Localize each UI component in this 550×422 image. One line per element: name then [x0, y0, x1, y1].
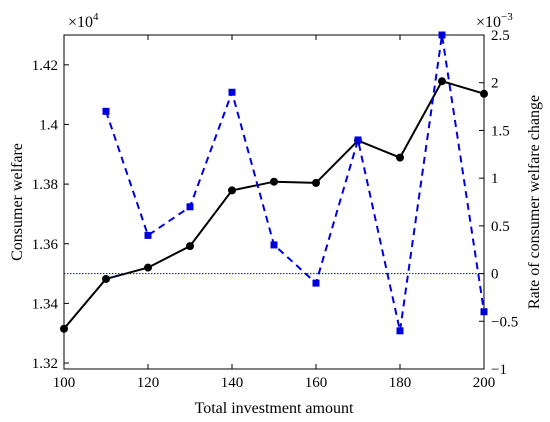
x-tick-label: 160: [305, 375, 328, 391]
x-tick-label: 200: [473, 375, 496, 391]
x-tick-label: 100: [53, 375, 76, 391]
y-left-tick-label: 1.34: [32, 296, 59, 312]
series-0-point: [102, 274, 110, 283]
y-right-tick-label: 0.5: [491, 219, 510, 235]
series-1-point: [144, 231, 152, 239]
series-1-line: [105, 34, 485, 332]
series-1-point: [354, 136, 362, 144]
series-0-point: [186, 242, 194, 251]
plot-area: [63, 34, 485, 370]
y-left-tick-label: 1.4: [39, 117, 58, 133]
series-1-point: [312, 279, 320, 287]
series-1-point: [186, 203, 194, 211]
series-0-point: [144, 263, 152, 272]
y-left-tick-label: 1.36: [32, 237, 59, 253]
y-right-tick-label: −0.5: [491, 314, 518, 330]
x-axis-label: Total investment amount: [195, 400, 354, 417]
series-1-point: [270, 241, 278, 249]
y-left-tick-label: 1.38: [32, 177, 58, 193]
x-tick-label: 180: [389, 375, 412, 391]
series-0-point: [228, 186, 236, 195]
y-left-tick-label: 1.42: [32, 58, 58, 74]
y-axis-left-label: Consumer welfare: [9, 143, 26, 261]
y-right-tick-label: −1: [491, 362, 507, 378]
series-1-point: [228, 88, 236, 96]
x-tick-label: 120: [137, 375, 160, 391]
series-1-point: [438, 31, 446, 39]
y-right-tick-label: 2.5: [491, 28, 510, 44]
series-0-point: [270, 177, 278, 186]
y-left-tick-label: 1.32: [32, 356, 58, 372]
series-1-point: [396, 327, 404, 335]
y-right-tick-label: 1.5: [491, 123, 510, 139]
y-right-tick-label: 1: [491, 171, 499, 187]
series-1-point: [480, 308, 488, 316]
series-layer: [60, 31, 488, 335]
ticks-layer: 100 120 140 160 180 2001.321.341.361.381.41.4…: [32, 28, 518, 391]
series-0-point: [312, 178, 320, 187]
series-0-point: [60, 324, 68, 333]
y-right-tick-label: 0: [491, 267, 499, 283]
series-0-point: [480, 89, 488, 98]
x-tick-label: 140: [221, 375, 244, 391]
left-axis-multiplier: ×104: [68, 11, 99, 31]
right-axis-multiplier: ×10−3: [476, 11, 513, 31]
series-1-point: [102, 107, 110, 115]
y-right-tick-label: 2: [491, 76, 499, 92]
y-axis-right-label: Rate of consumer welfare change: [526, 95, 543, 309]
series-0-point: [396, 153, 404, 162]
series-0-point: [438, 77, 446, 86]
